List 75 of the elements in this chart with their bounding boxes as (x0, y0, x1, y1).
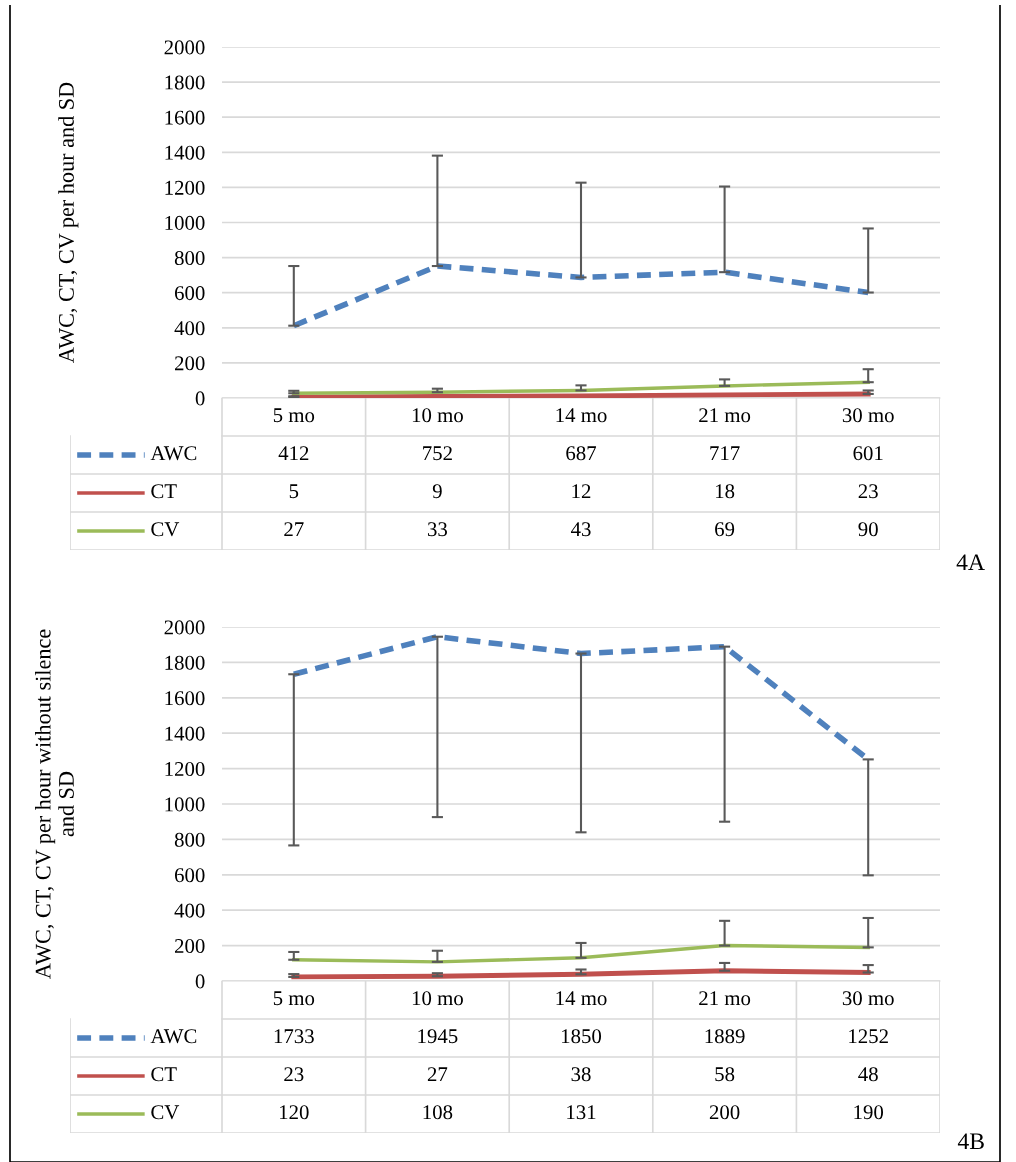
data-label: 23 (284, 1067, 304, 1082)
data-label: 1945 (418, 1029, 458, 1044)
y-tick-label: 800 (174, 250, 205, 266)
data-label: 1850 (562, 1029, 602, 1044)
legend-label: AWC (150, 446, 197, 461)
legend-label: CV (151, 1105, 180, 1120)
data-label: 752 (423, 446, 452, 461)
text: 4A (956, 554, 985, 570)
line-series (291, 968, 871, 980)
data-label: 43 (570, 522, 591, 537)
data-label: 717 (710, 446, 740, 461)
x-tick-label: 14 mo (556, 408, 607, 423)
data-label: 131 (567, 1105, 596, 1120)
y-tick-label: 1000 (165, 215, 205, 230)
y-tick-label: 0 (195, 391, 205, 406)
x-tick-label: 10 mo (412, 408, 463, 423)
x-tick-label: 21 mo (699, 991, 751, 1006)
y-tick-label: 200 (175, 938, 205, 954)
data-label: 58 (715, 1067, 735, 1082)
y-tick-label: 1400 (165, 726, 205, 741)
data-label: 69 (715, 522, 735, 537)
data-label: 1889 (705, 1029, 745, 1044)
y-axis-title: AWC, CT, CV per hour and SD (58, 82, 79, 363)
y-tick-label: 2000 (164, 620, 205, 635)
data-label: 5 (289, 484, 299, 499)
x-tick-label: 10 mo (412, 991, 463, 1006)
y-tick-label: 1600 (165, 110, 205, 125)
y-tick-label: 400 (174, 903, 205, 918)
y-tick-label: 0 (195, 974, 205, 989)
line-series (292, 380, 870, 395)
x-tick-label: 5 mo (273, 408, 315, 423)
data-label: 18 (716, 484, 735, 499)
x-tick-label: 21 mo (699, 408, 751, 423)
y-tick-label: 1400 (165, 145, 205, 160)
legend-label: CV (151, 522, 180, 537)
legend-label: CT (151, 484, 177, 499)
data-label: 90 (858, 522, 878, 537)
data-label: 33 (427, 522, 447, 537)
data-label: 190 (854, 1105, 884, 1120)
y-tick-label: 1800 (165, 75, 205, 90)
data-label: 12 (572, 484, 591, 499)
data-label: 27 (284, 522, 304, 537)
y-tick-label: 1200 (165, 180, 205, 195)
y-tick-label: 800 (174, 832, 205, 847)
data-label: 687 (566, 446, 597, 461)
data-label: 23 (858, 484, 878, 499)
y-tick-label: 1600 (165, 691, 205, 706)
data-label: 38 (571, 1067, 591, 1082)
data-label: 601 (853, 446, 883, 461)
y-tick-label: 200 (175, 356, 205, 371)
data-label: 1252 (849, 1029, 888, 1044)
x-tick-label: 30 mo (842, 408, 894, 423)
data-label: 120 (280, 1105, 309, 1120)
data-label: 412 (278, 446, 309, 461)
y-tick-label: 400 (174, 321, 205, 336)
legend-label: AWC (150, 1029, 197, 1044)
y-tick-label: 1200 (165, 761, 205, 777)
y-tick-label: 600 (174, 286, 205, 301)
data-label: 1733 (274, 1029, 314, 1044)
line-series (292, 943, 870, 964)
x-tick-label: 30 mo (842, 991, 894, 1006)
y-axis-title: AWC, CT, CV per hour without silence and SD (35, 629, 74, 980)
x-tick-label: 5 mo (273, 991, 315, 1006)
x-tick-label: 14 mo (556, 991, 607, 1006)
y-tick-label: 2000 (164, 40, 205, 55)
y-tick-label: 1000 (165, 797, 205, 812)
legend-label: CT (151, 1067, 177, 1082)
data-label: 48 (858, 1067, 878, 1082)
data-label: 108 (423, 1105, 453, 1120)
y-tick-label: 600 (174, 868, 205, 883)
y-tick-label: 1800 (165, 655, 205, 670)
text: 4B (957, 1133, 984, 1150)
data-label: 200 (709, 1105, 740, 1120)
data-label: 27 (427, 1067, 448, 1082)
data-label: 9 (432, 484, 442, 499)
